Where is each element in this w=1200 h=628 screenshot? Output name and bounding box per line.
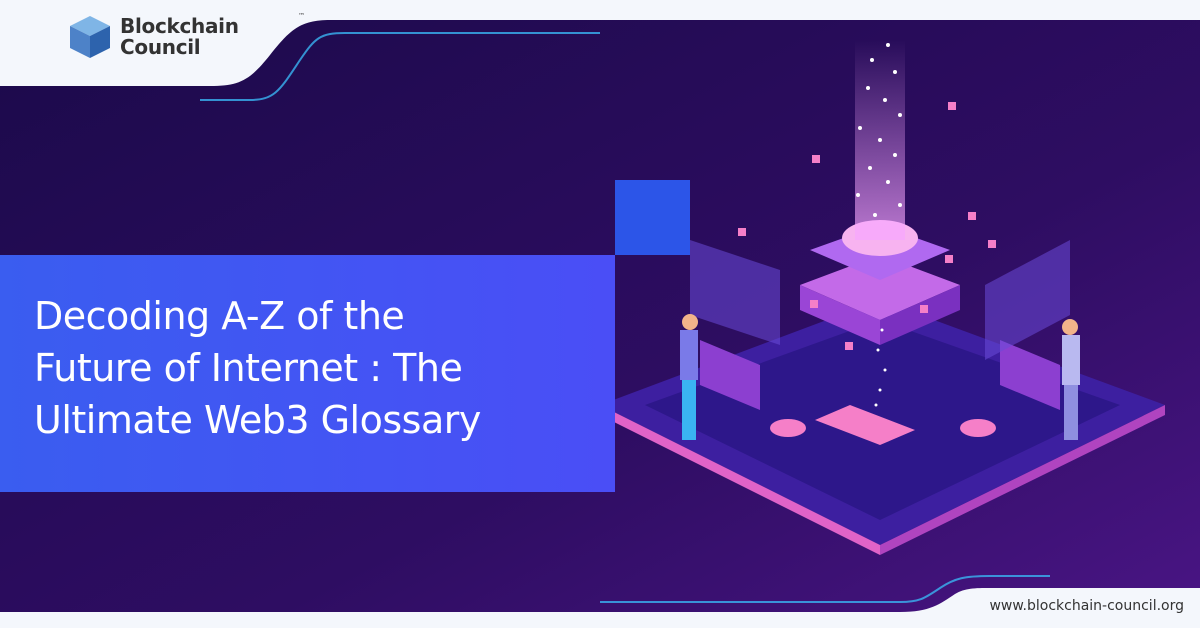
brand-name-line2: Council [120, 35, 201, 59]
brand-logo[interactable]: Blockchain Council ™ [68, 12, 305, 60]
headline-line-1: Decoding A-Z of the [34, 294, 405, 338]
blockchain-illustration [600, 40, 1165, 555]
headline-banner [0, 255, 615, 492]
brand-name-line1: Blockchain [120, 14, 239, 38]
decorative-square [615, 180, 690, 255]
data-particles [856, 43, 902, 407]
brand-name: Blockchain Council [120, 16, 239, 58]
headline-line-2: Future of Internet : The [34, 346, 463, 390]
cube-icon [70, 16, 110, 58]
headline: Decoding A-Z of the Future of Internet :… [34, 290, 481, 446]
trademark-symbol: ™ [298, 12, 305, 20]
website-url[interactable]: www.blockchain-council.org [989, 598, 1184, 614]
headline-line-3: Ultimate Web3 Glossary [34, 398, 481, 442]
